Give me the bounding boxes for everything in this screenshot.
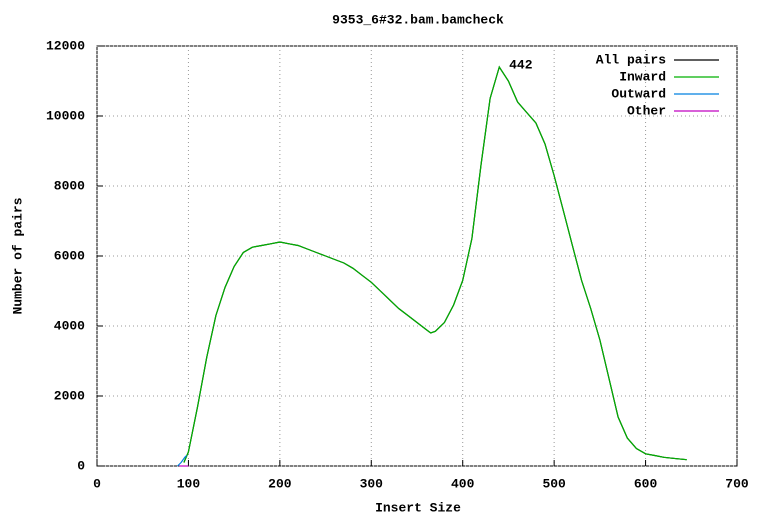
y-axis-label: Number of pairs — [10, 197, 25, 314]
x-tick-label: 500 — [542, 476, 566, 491]
x-tick-label: 700 — [725, 476, 749, 491]
series-line — [177, 455, 188, 467]
legend-label: All pairs — [596, 52, 666, 67]
legend-label: Other — [627, 103, 666, 118]
y-tick-label: 12000 — [46, 38, 85, 53]
chart-title: 9353_6#32.bam.bamcheck — [332, 12, 504, 27]
y-tick-label: 8000 — [54, 178, 85, 193]
annotation: 442 — [509, 57, 533, 72]
y-tick-label: 10000 — [46, 108, 85, 123]
series-line — [183, 65, 687, 463]
y-tick-label: 6000 — [54, 248, 85, 263]
x-tick-label: 100 — [177, 476, 201, 491]
y-tick-label: 2000 — [54, 388, 85, 403]
x-tick-label: 400 — [451, 476, 475, 491]
x-tick-label: 0 — [93, 476, 101, 491]
x-tick-label: 200 — [268, 476, 292, 491]
y-tick-label: 4000 — [54, 318, 85, 333]
legend-label: Outward — [611, 86, 666, 101]
series-line — [183, 65, 687, 463]
x-tick-label: 300 — [360, 476, 384, 491]
x-axis-label: Insert Size — [375, 500, 461, 515]
x-tick-label: 600 — [634, 476, 658, 491]
y-tick-label: 0 — [77, 458, 85, 473]
legend-label: Inward — [619, 69, 666, 84]
